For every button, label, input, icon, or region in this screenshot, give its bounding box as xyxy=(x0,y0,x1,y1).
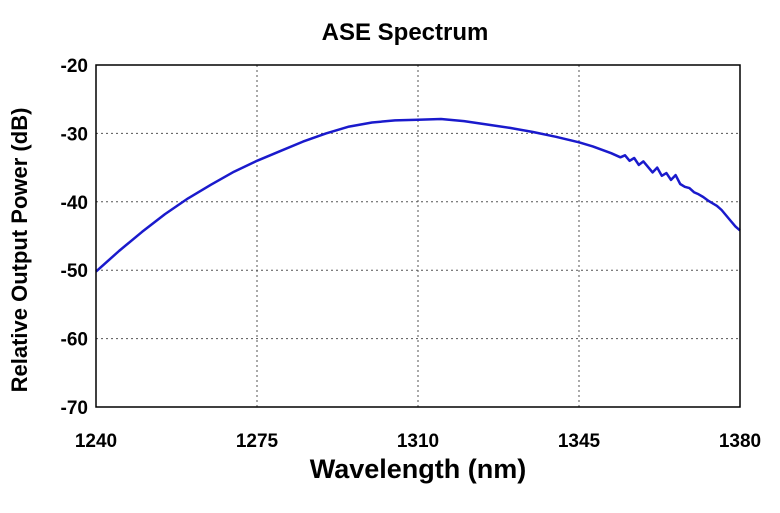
y-tick-label: -30 xyxy=(61,124,88,145)
chart-title: ASE Spectrum xyxy=(322,19,489,46)
y-tick-label: -50 xyxy=(61,261,88,282)
grid-lines xyxy=(96,65,740,407)
y-tick-labels: -20 -30 -40 -50 -60 -70 xyxy=(61,56,88,419)
series-line xyxy=(95,117,741,273)
x-tick-label: 1345 xyxy=(558,431,601,452)
x-tick-label: 1310 xyxy=(397,431,439,452)
x-tick-labels: 1240 1275 1310 1345 1380 xyxy=(75,431,761,452)
series-lines xyxy=(95,117,741,273)
y-tick-label: -20 xyxy=(61,56,88,77)
y-tick-label: -70 xyxy=(61,398,88,419)
x-tick-label: 1240 xyxy=(75,431,117,452)
y-tick-label: -60 xyxy=(61,330,88,351)
y-axis-label: Relative Output Power (dB) xyxy=(7,108,32,393)
x-tick-label: 1380 xyxy=(719,431,761,452)
y-tick-label: -40 xyxy=(61,193,88,214)
x-tick-label: 1275 xyxy=(236,431,279,452)
x-axis-label: Wavelength (nm) xyxy=(310,454,527,484)
plot-frame xyxy=(95,64,741,408)
